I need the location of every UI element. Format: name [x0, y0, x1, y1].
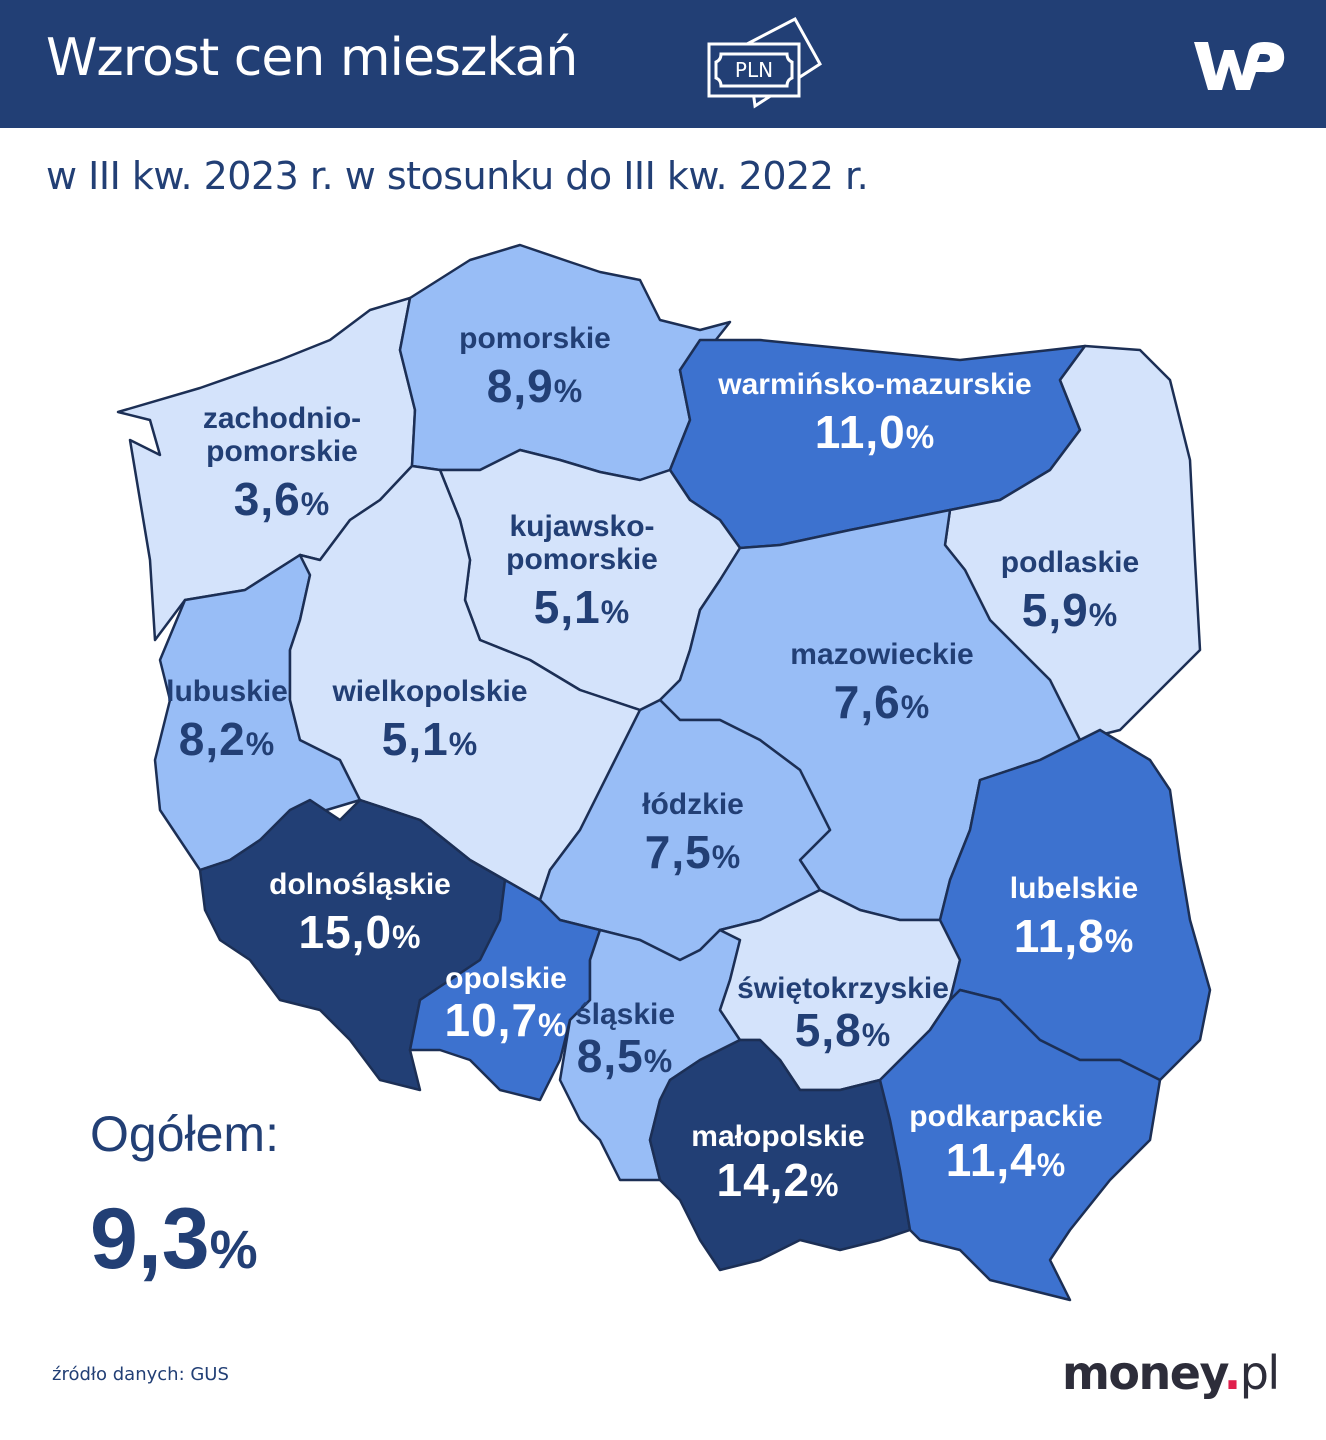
label-zachodniopomorskie: zachodnio- pomorskie 3,6%	[202, 402, 362, 525]
label-lubelskie: lubelskie 11,8%	[1009, 872, 1139, 962]
label-pomorskie: pomorskie 8,9%	[459, 322, 611, 412]
region-podkarpackie	[878, 988, 1162, 1302]
label-kujawsko-pomorskie: kujawsko- pomorskie 5,1%	[506, 510, 658, 633]
label-opolskie: opolskie 10,7%	[444, 962, 568, 1046]
wp-logo	[1194, 42, 1285, 90]
header-bar: Wzrost cen mieszkań PLN	[0, 0, 1326, 128]
overall-value: 9,3%	[90, 1191, 258, 1287]
pln-banknote-icon: PLN	[707, 16, 822, 109]
label-wielkopolskie: wielkopolskie 5,1%	[332, 675, 528, 765]
label-malopolskie: małopolskie 14,2%	[691, 1120, 865, 1206]
label-dolnoslaskie: dolnośląskie 15,0%	[269, 868, 451, 958]
svg-text:PLN: PLN	[735, 58, 773, 82]
subtitle: w III kw. 2023 r. w stosunku do III kw. …	[46, 154, 869, 198]
label-lodzkie: łódzkie 7,5%	[642, 788, 744, 878]
region-opolskie	[408, 878, 602, 1102]
label-swietokrzyskie: świętokrzyskie 5,8%	[737, 972, 949, 1056]
label-podlaskie: podlaskie 5,9%	[1000, 546, 1140, 636]
overall-label: Ogółem:	[90, 1106, 279, 1162]
data-source: źródło danych: GUS	[52, 1364, 229, 1385]
label-warminsko-mazurskie: warmińsko-mazurskie 11,0%	[718, 368, 1032, 458]
page-title: Wzrost cen mieszkań	[46, 28, 578, 88]
money-pl-logo: money.pl	[1062, 1346, 1280, 1400]
label-slaskie: śląskie 8,5%	[574, 998, 676, 1082]
label-mazowieckie: mazowieckie 7,6%	[790, 638, 974, 728]
label-podkarpackie: podkarpackie 11,4%	[909, 1100, 1103, 1186]
label-lubuskie: lubuskie 8,2%	[166, 675, 288, 765]
